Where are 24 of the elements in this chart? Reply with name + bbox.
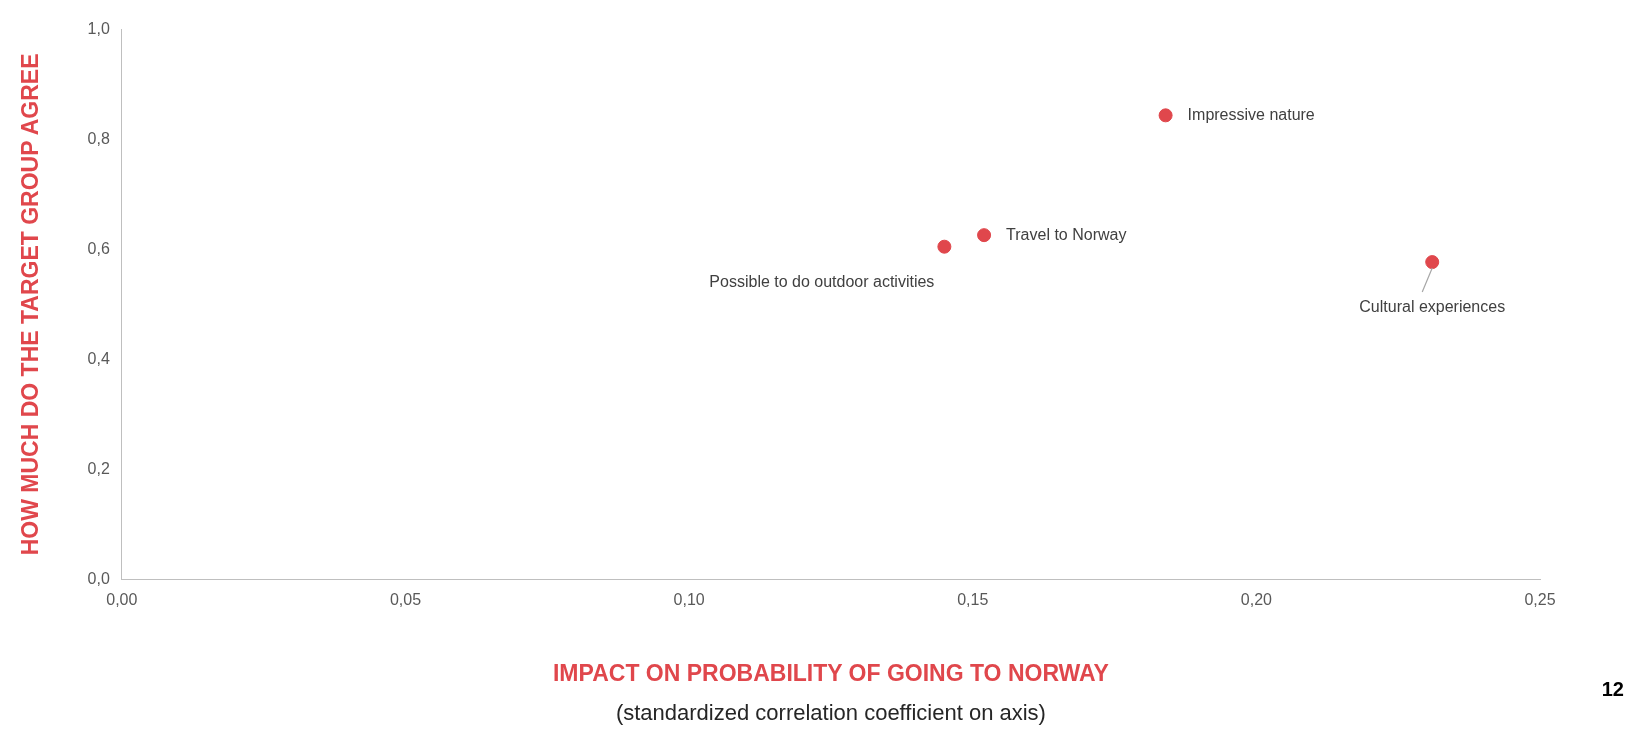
y-tick-label: 0,8 [87, 129, 110, 147]
x-tick-label: 0,05 [389, 591, 422, 609]
annotation: Travel to Norway [1006, 225, 1127, 243]
point [977, 228, 992, 243]
annotation: Cultural experiences [1359, 298, 1506, 316]
y-tick-label: 0,6 [87, 239, 110, 257]
text: (standardized correlation coefficient on axis) [615, 700, 1046, 726]
y-axis-title: HOW MUCH DO THE TARGET GROUP AGREE [17, 53, 44, 556]
point [1158, 108, 1173, 123]
point [1425, 255, 1440, 270]
annotation: Possible to do outdoor activities [709, 273, 935, 291]
x-tick-label: 0,25 [1524, 591, 1556, 609]
x-tick-label: 0,15 [957, 591, 989, 609]
y-tick-label: 0,2 [87, 459, 110, 477]
x-tick-label: 0,00 [106, 591, 138, 609]
annotation: Impressive nature [1187, 105, 1315, 123]
text: 12 [1601, 677, 1624, 700]
point [937, 239, 952, 254]
y-tick-label: 0,0 [87, 569, 110, 587]
x-tick-label: 0,20 [1240, 591, 1273, 609]
y-tick-label: 0,4 [87, 349, 110, 367]
y-tick-label: 1,0 [87, 20, 110, 38]
x-axis-title: IMPACT ON PROBABILITY OF GOING TO NORWAY [552, 659, 1109, 686]
x-tick-label: 0,10 [673, 591, 705, 609]
